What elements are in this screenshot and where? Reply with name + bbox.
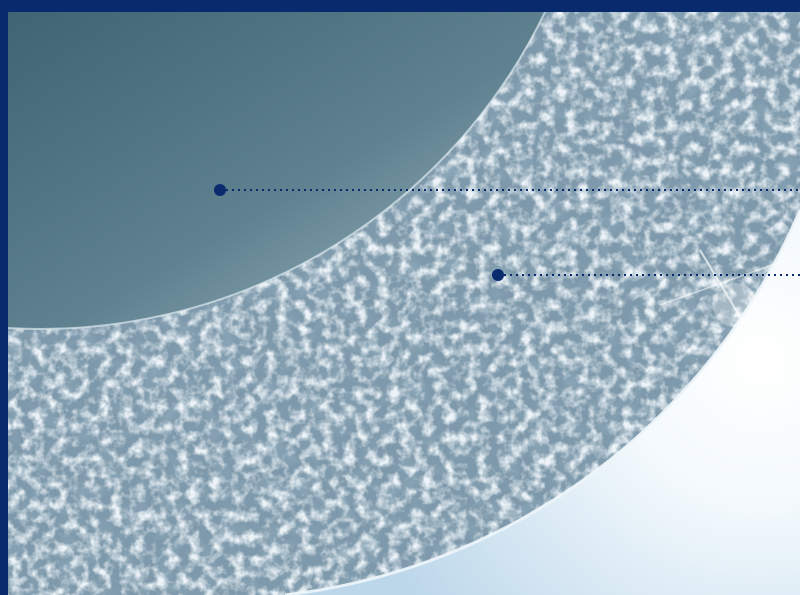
callout-membrane-wall xyxy=(492,269,800,281)
dot-marker-icon xyxy=(492,269,504,281)
lumen-edge xyxy=(8,12,546,330)
dot-marker-icon xyxy=(214,184,226,196)
callout-lumen xyxy=(214,184,800,196)
membrane-outer-edge xyxy=(284,209,800,595)
lumen-region xyxy=(8,12,545,329)
